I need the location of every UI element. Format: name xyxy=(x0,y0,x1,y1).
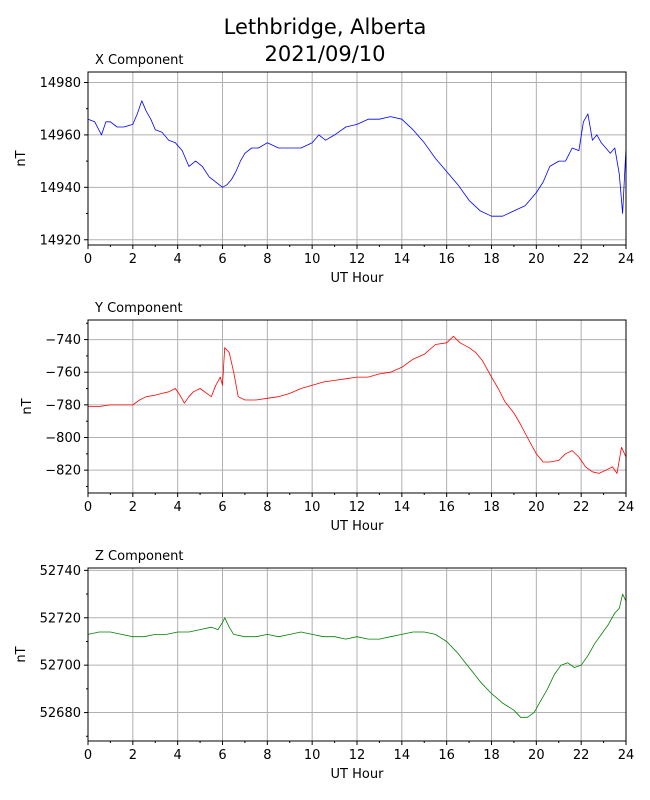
x-component-ytick-label-3: 14980 xyxy=(40,76,81,91)
z-component-xtick-label-7: 14 xyxy=(394,748,411,763)
x-component-xtick-label-7: 14 xyxy=(394,252,411,267)
y-component-panel: 0 2 4 6 8 10 12 14 16 18 20 22 24−820−800−780−760−74… xyxy=(20,301,634,534)
z-component-xtick-label-2: 4 xyxy=(174,748,182,763)
z-component-panel: 0 2 4 6 8 10 12 14 16 18 20 22 245268052700527205274… xyxy=(14,549,634,782)
y-component-xtick-label-0: 0 xyxy=(84,500,92,515)
x-component-xtick-label-9: 18 xyxy=(483,252,500,267)
y-component-series-line xyxy=(88,335,627,474)
figure-title-line-1: Lethbridge, Alberta xyxy=(224,15,427,39)
z-component-xtick-label-3: 6 xyxy=(218,748,226,763)
x-component-xtick-label-0: 0 xyxy=(84,252,92,267)
x-component-xtick-label-2: 4 xyxy=(174,252,182,267)
y-component-xtick-label-4: 8 xyxy=(263,500,271,515)
x-component-series-line xyxy=(87,100,627,217)
z-component-xtick-label-9: 18 xyxy=(483,748,500,763)
figure-title-line-2: 2021/09/10 xyxy=(264,42,385,66)
y-component-xtick-label-2: 4 xyxy=(174,500,182,515)
z-component-xtick-label-6: 12 xyxy=(349,748,366,763)
x-component-xtick-label-3: 6 xyxy=(218,252,226,267)
z-component-xtick-label-4: 8 xyxy=(263,748,271,763)
x-component-ytick-label-2: 14960 xyxy=(40,128,81,143)
x-component-title: X Component xyxy=(95,53,184,68)
y-component-ytick-label-0: −820 xyxy=(45,464,81,479)
x-component-ytick-label-0: 14920 xyxy=(40,233,81,248)
z-component-title: Z Component xyxy=(95,549,184,564)
z-component-ytick-label-2: 52720 xyxy=(40,611,81,626)
y-component-xlabel: UT Hour xyxy=(331,519,385,534)
y-component-xtick-label-5: 10 xyxy=(304,500,321,515)
x-component-xtick-label-1: 2 xyxy=(129,252,137,267)
x-component-xtick-label-4: 8 xyxy=(263,252,271,267)
z-component-ytick-label-3: 52740 xyxy=(40,564,81,579)
y-component-ytick-label-2: −780 xyxy=(45,398,81,413)
z-component-xtick-label-1: 2 xyxy=(129,748,137,763)
z-component-xtick-label-11: 22 xyxy=(573,748,590,763)
y-component-xtick-label-6: 12 xyxy=(349,500,366,515)
z-component-ytick-label-0: 52680 xyxy=(40,706,81,721)
x-component-xlabel: UT Hour xyxy=(331,271,385,286)
y-component-xtick-label-7: 14 xyxy=(394,500,411,515)
x-component-panel: 0 2 4 6 8 10 12 14 16 18 20 22 241492014940149601498… xyxy=(14,53,634,286)
x-component-xtick-label-8: 16 xyxy=(438,252,455,267)
x-component-ylabel: nT xyxy=(14,150,29,166)
x-component-xtick-label-6: 12 xyxy=(349,252,366,267)
y-component-ylabel: nT xyxy=(20,398,35,414)
y-component-title: Y Component xyxy=(94,301,183,316)
z-component-xlabel: UT Hour xyxy=(331,767,385,782)
z-component-xtick-label-0: 0 xyxy=(84,748,92,763)
z-component-ytick-label-1: 52700 xyxy=(40,659,81,674)
x-component-xtick-label-12: 24 xyxy=(618,252,635,267)
y-component-xtick-label-9: 18 xyxy=(483,500,500,515)
y-component-xtick-label-11: 22 xyxy=(573,500,590,515)
y-component-ytick-label-3: −760 xyxy=(45,366,81,381)
z-component-xtick-label-5: 10 xyxy=(304,748,321,763)
x-component-xtick-label-10: 20 xyxy=(528,252,545,267)
y-component-xtick-label-8: 16 xyxy=(438,500,455,515)
x-component-xtick-label-5: 10 xyxy=(304,252,321,267)
y-component-xtick-label-12: 24 xyxy=(618,500,635,515)
x-component-xtick-label-11: 22 xyxy=(573,252,590,267)
y-component-ytick-label-1: −800 xyxy=(45,431,81,446)
y-component-xtick-label-10: 20 xyxy=(528,500,545,515)
z-component-series-line xyxy=(87,593,627,718)
z-component-xtick-label-12: 24 xyxy=(618,748,635,763)
z-component-xtick-label-10: 20 xyxy=(528,748,545,763)
x-component-ytick-label-1: 14940 xyxy=(40,181,81,196)
y-component-xtick-label-1: 2 xyxy=(129,500,137,515)
z-component-ylabel: nT xyxy=(14,646,29,662)
y-component-ytick-label-4: −740 xyxy=(45,333,81,348)
y-component-xtick-label-3: 6 xyxy=(218,500,226,515)
z-component-xtick-label-8: 16 xyxy=(438,748,455,763)
